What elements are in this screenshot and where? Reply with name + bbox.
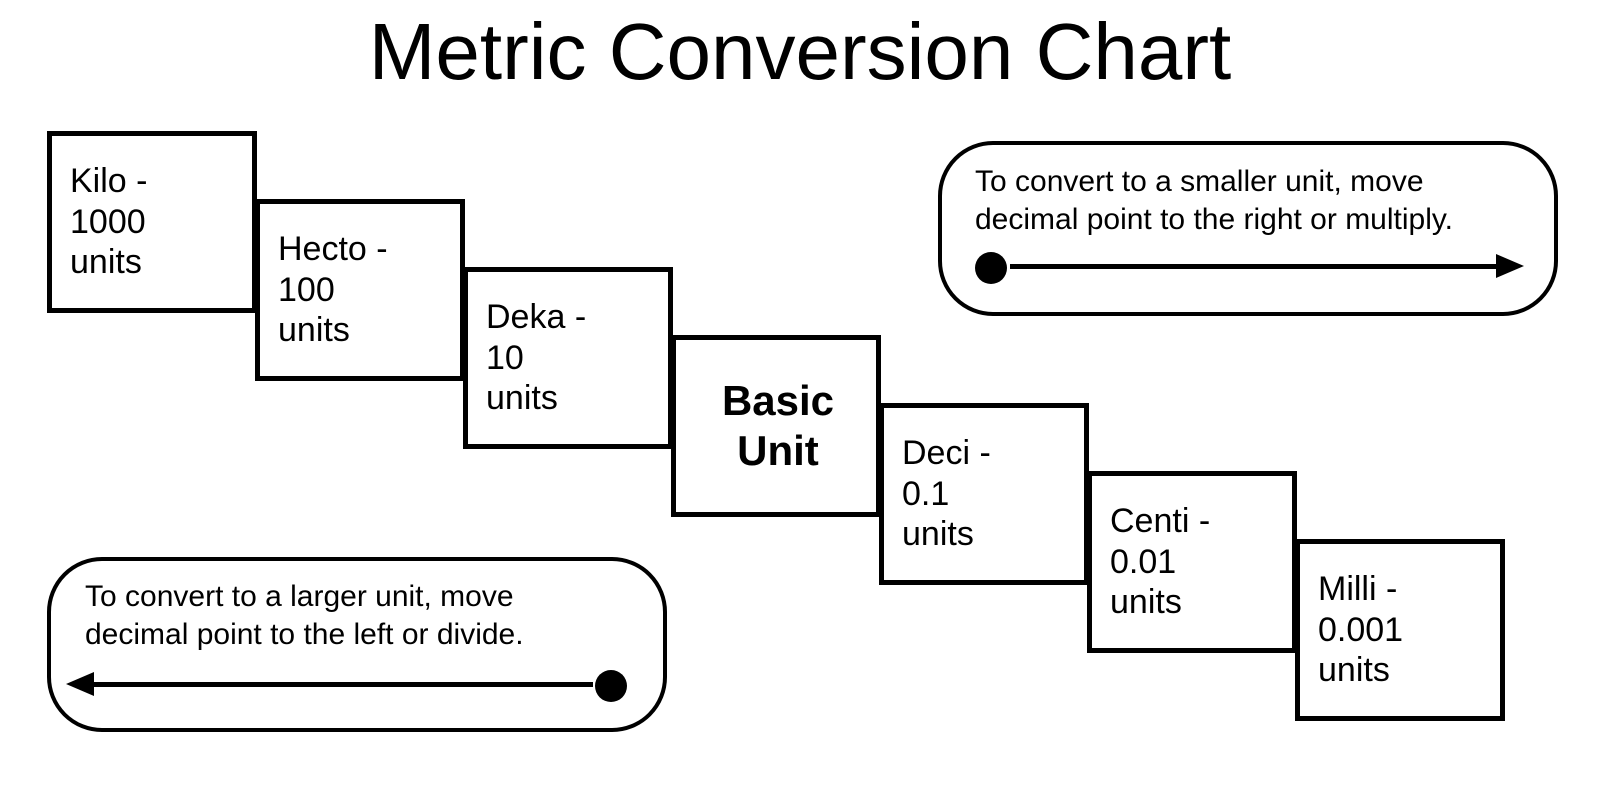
unit-label-centi: Centi - 0.01 units: [1110, 501, 1210, 623]
dot-icon: [975, 252, 1007, 284]
unit-box-deci: Deci - 0.1 units: [879, 403, 1089, 585]
unit-box-kilo: Kilo - 1000 units: [47, 131, 257, 313]
unit-box-centi: Centi - 0.01 units: [1087, 471, 1297, 653]
callout-larger-unit-text: To convert to a larger unit, move decima…: [85, 578, 524, 653]
unit-label-deci: Deci - 0.1 units: [902, 433, 991, 555]
arrow-left-icon: [92, 682, 593, 687]
unit-box-basic: Basic Unit: [671, 335, 881, 517]
callout-smaller-unit-text: To convert to a smaller unit, move decim…: [975, 163, 1453, 238]
arrow-right-head-icon: [1496, 254, 1524, 278]
unit-label-milli: Milli - 0.001 units: [1318, 569, 1403, 691]
chart-title: Metric Conversion Chart: [0, 6, 1600, 98]
unit-box-deka: Deka - 10 units: [463, 267, 673, 449]
unit-box-milli: Milli - 0.001 units: [1295, 539, 1505, 721]
unit-label-deka: Deka - 10 units: [486, 297, 586, 419]
unit-box-hecto: Hecto - 100 units: [255, 199, 465, 381]
unit-label-hecto: Hecto - 100 units: [278, 229, 388, 351]
unit-label-basic: Basic Unit: [722, 376, 834, 477]
dot-icon: [595, 670, 627, 702]
metric-conversion-chart: Metric Conversion Chart Kilo - 1000 unit…: [0, 0, 1600, 801]
arrow-right-icon: [1010, 264, 1498, 269]
arrow-left-head-icon: [66, 672, 94, 696]
unit-label-kilo: Kilo - 1000 units: [70, 161, 147, 283]
